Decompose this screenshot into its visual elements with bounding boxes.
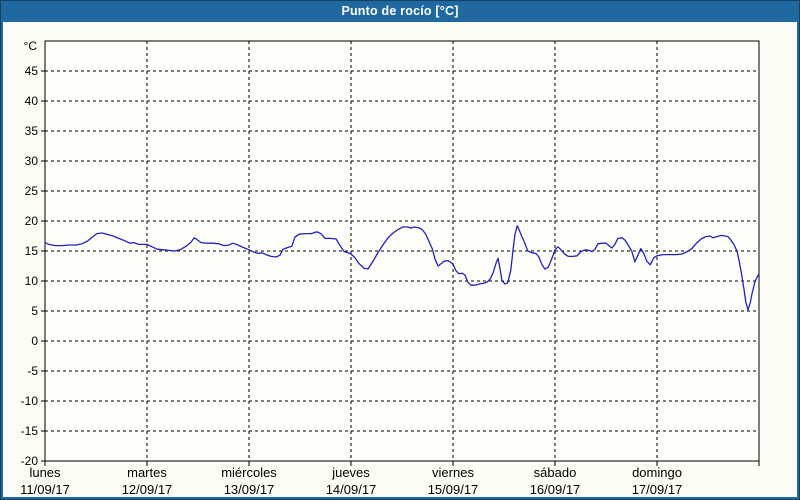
y-tick-label: 0 [31, 334, 38, 348]
window-title: Punto de rocío [°C] [341, 4, 459, 18]
x-date-label: 11/09/17 [20, 482, 70, 497]
x-day-label: viernes [432, 465, 474, 480]
y-tick-label: 25 [25, 184, 39, 198]
y-tick-label: 5 [31, 304, 38, 318]
y-tick-label: 35 [25, 124, 39, 138]
y-tick-label: 20 [25, 214, 39, 228]
x-date-label: 17/09/17 [632, 482, 683, 497]
y-tick-label: -5 [27, 364, 38, 378]
x-date-label: 16/09/17 [530, 482, 581, 497]
x-date-label: 13/09/17 [224, 482, 275, 497]
series-line [44, 225, 759, 311]
x-date-label: 15/09/17 [428, 482, 479, 497]
x-day-label: lunes [29, 465, 61, 480]
x-date-label: 12/09/17 [122, 482, 173, 497]
x-date-label: 14/09/17 [326, 482, 377, 497]
y-tick-label: -10 [21, 394, 39, 408]
y-axis-unit-label: °C [24, 39, 38, 53]
y-tick-label: 10 [25, 274, 39, 288]
y-tick-label: 30 [25, 154, 39, 168]
x-day-label: jueves [331, 465, 370, 480]
y-tick-label: 40 [25, 94, 39, 108]
x-day-label: domingo [632, 465, 682, 480]
y-tick-label: -20 [21, 454, 39, 468]
y-tick-label: 45 [25, 64, 39, 78]
x-day-label: miércoles [221, 465, 277, 480]
y-tick-label: 15 [25, 244, 39, 258]
x-day-label: martes [127, 465, 167, 480]
y-tick-label: -15 [21, 424, 39, 438]
x-day-label: sábado [534, 465, 577, 480]
title-bar: Punto de rocío [°C] [0, 0, 800, 22]
